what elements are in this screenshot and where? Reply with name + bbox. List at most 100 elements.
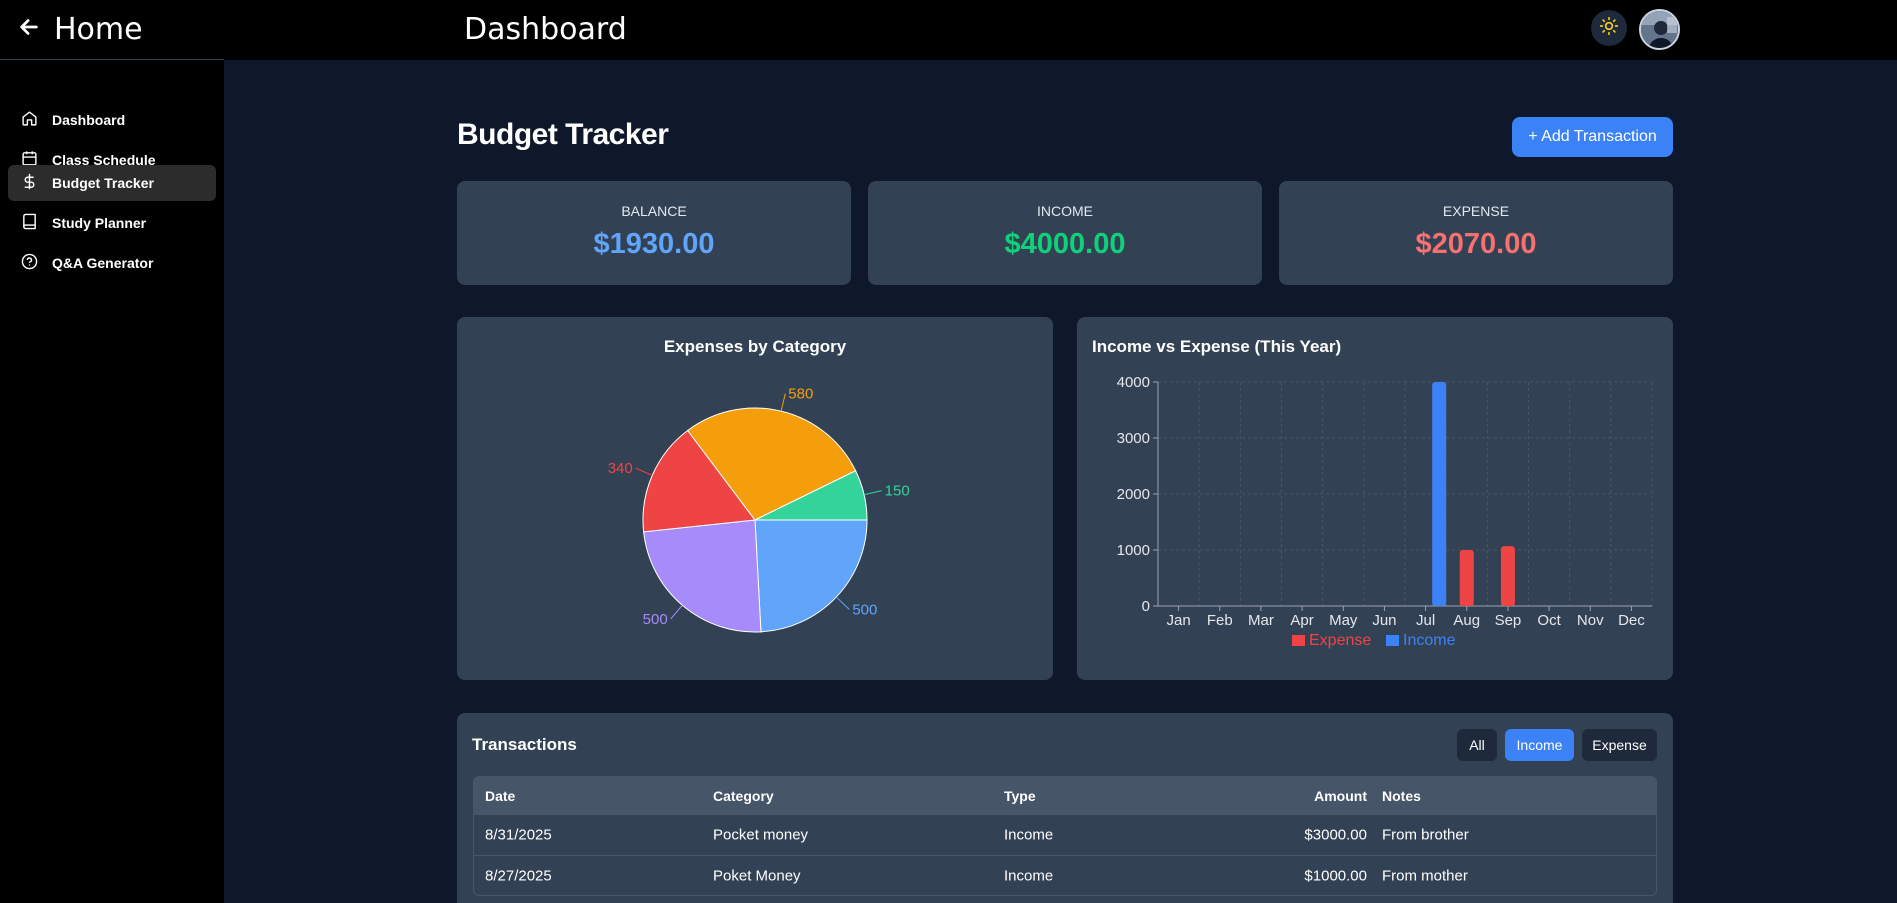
calendar-icon bbox=[21, 150, 38, 170]
x-tick-label: Mar bbox=[1248, 612, 1274, 629]
y-tick-label: 3000 bbox=[1117, 430, 1150, 447]
legend-label[interactable]: Income bbox=[1403, 632, 1456, 649]
expenses-pie-chart: 500 500 340 580 150 bbox=[608, 386, 910, 633]
transactions-table: Date Category Type Amount Notes 8/31/202… bbox=[473, 776, 1657, 896]
x-tick-label: Aug bbox=[1453, 612, 1480, 629]
cell-category: Pocket money bbox=[713, 826, 809, 844]
expense-card: Expense $2070.00 bbox=[1279, 181, 1673, 285]
income-expense-bar-chart: 0 1000 2000 3000 4000 Jan Feb Mar Apr May Jun Jul Au… bbox=[1117, 374, 1653, 649]
stat-label: Expense bbox=[1442, 203, 1510, 219]
y-tick-label: 2000 bbox=[1117, 486, 1150, 503]
legend-swatch bbox=[1292, 635, 1305, 646]
income-value: $4000.00 bbox=[1004, 228, 1126, 260]
cell-date: 8/27/2025 bbox=[485, 867, 552, 885]
sidebar-item-class-schedule[interactable]: Class Schedule bbox=[8, 142, 216, 178]
income-card: Income $4000.00 bbox=[868, 181, 1262, 285]
x-tick-label: Sep bbox=[1495, 612, 1522, 629]
cell-notes: From mother bbox=[1382, 867, 1468, 885]
expenses-by-category-panel: Expenses by Category 500 500 340 580 150 bbox=[457, 317, 1053, 680]
x-tick-label: Oct bbox=[1537, 612, 1561, 629]
pie-data-label: 500 bbox=[643, 611, 668, 628]
sidebar-item-qa-generator[interactable]: Q&A Generator bbox=[8, 245, 216, 281]
transactions-title: Transactions bbox=[472, 735, 577, 754]
pie-data-label: 340 bbox=[608, 460, 633, 477]
top-bar: Home Dashboard bbox=[0, 0, 1897, 60]
bar-income[interactable] bbox=[1432, 382, 1447, 606]
pie-slice[interactable] bbox=[754, 470, 868, 521]
x-tick-label: Jul bbox=[1416, 612, 1435, 629]
cell-amount: $1000.00 bbox=[1304, 867, 1367, 885]
add-transaction-button[interactable]: + Add Transaction bbox=[1512, 117, 1673, 157]
pie-slice[interactable] bbox=[754, 519, 868, 633]
x-tick-label: Jun bbox=[1372, 612, 1396, 629]
balance-value: $1930.00 bbox=[593, 228, 715, 260]
table-row[interactable]: 8/31/2025 Pocket money Income $3000.00 F… bbox=[474, 814, 1656, 855]
theme-toggle-button[interactable] bbox=[1591, 10, 1627, 46]
cell-type: Income bbox=[1004, 867, 1054, 885]
sidebar-item-study-planner[interactable]: Study Planner bbox=[8, 205, 216, 241]
pie-label-line bbox=[635, 467, 653, 476]
sidebar-item-dashboard[interactable]: Dashboard bbox=[8, 102, 216, 138]
pie-chart-title: Expenses by Category bbox=[663, 337, 847, 356]
cell-category: Poket Money bbox=[713, 867, 801, 885]
bar-expense[interactable] bbox=[1459, 550, 1474, 606]
pie-slice[interactable] bbox=[642, 429, 756, 533]
home-link[interactable]: Home bbox=[18, 12, 143, 47]
x-tick-label: Dec bbox=[1618, 612, 1645, 629]
sidebar-divider bbox=[0, 59, 224, 60]
filter-all-button[interactable]: All bbox=[1457, 729, 1497, 761]
dollar-icon bbox=[21, 173, 38, 193]
table-header: Date Category Type Amount Notes bbox=[474, 777, 1656, 814]
pie-slice[interactable] bbox=[686, 407, 857, 521]
book-icon bbox=[21, 213, 38, 233]
y-tick-label: 4000 bbox=[1117, 374, 1150, 391]
column-header-notes[interactable]: Notes bbox=[1382, 787, 1421, 804]
stat-label: Income bbox=[1037, 203, 1093, 219]
cell-date: 8/31/2025 bbox=[485, 826, 552, 844]
pie-data-label: 500 bbox=[852, 601, 877, 618]
cell-amount: $3000.00 bbox=[1304, 826, 1367, 844]
legend-swatch bbox=[1386, 635, 1399, 646]
sidebar-item-budget-tracker[interactable]: Budget Tracker bbox=[8, 165, 216, 201]
cell-notes: From brother bbox=[1382, 826, 1469, 844]
column-header-date[interactable]: Date bbox=[485, 787, 516, 804]
table-row[interactable]: 8/27/2025 Poket Money Income $1000.00 Fr… bbox=[474, 855, 1656, 895]
y-tick-label: 0 bbox=[1142, 598, 1150, 615]
sun-icon bbox=[1599, 16, 1619, 41]
sidebar-item-label: Dashboard bbox=[52, 112, 126, 128]
x-tick-label: Feb bbox=[1207, 612, 1233, 629]
balance-card: Balance $1930.00 bbox=[457, 181, 851, 285]
column-header-amount[interactable]: Amount bbox=[1314, 787, 1367, 804]
income-vs-expense-panel: Income vs Expense (This Year) 0 1000 2000 3… bbox=[1077, 317, 1673, 680]
bar-chart-title: Income vs Expense (This Year) bbox=[1092, 337, 1342, 356]
column-header-type[interactable]: Type bbox=[1004, 787, 1036, 804]
legend-label[interactable]: Expense bbox=[1309, 632, 1371, 649]
pie-data-label: 150 bbox=[885, 483, 910, 500]
filter-expense-button[interactable]: Expense bbox=[1582, 729, 1657, 761]
sidebar: Dashboard Class Schedule Budget Tracker … bbox=[0, 60, 224, 903]
expense-value: $2070.00 bbox=[1415, 228, 1537, 260]
x-tick-label: Nov bbox=[1577, 612, 1604, 629]
pie-label-line bbox=[835, 596, 850, 610]
sidebar-item-label: Budget Tracker bbox=[52, 175, 154, 191]
column-header-category[interactable]: Category bbox=[713, 787, 774, 804]
stat-label: Balance bbox=[621, 203, 687, 219]
pie-label-line bbox=[670, 604, 683, 620]
y-tick-label: 1000 bbox=[1117, 542, 1150, 559]
help-circle-icon bbox=[21, 253, 38, 273]
pie-label-line bbox=[863, 490, 882, 496]
pie-data-label: 580 bbox=[788, 386, 813, 403]
avatar[interactable] bbox=[1639, 9, 1680, 50]
pie-label-line bbox=[780, 393, 786, 412]
bar-expense[interactable] bbox=[1500, 546, 1515, 606]
sidebar-item-label: Class Schedule bbox=[52, 152, 156, 168]
filter-income-button[interactable]: Income bbox=[1505, 729, 1574, 761]
x-tick-label: May bbox=[1329, 612, 1358, 629]
budget-tracker-title: Budget Tracker bbox=[457, 118, 669, 151]
home-label: Home bbox=[54, 12, 143, 47]
x-tick-label: Apr bbox=[1290, 612, 1313, 629]
arrow-left-icon bbox=[18, 16, 40, 43]
sidebar-item-label: Q&A Generator bbox=[52, 255, 154, 271]
sidebar-item-label: Study Planner bbox=[52, 215, 147, 231]
page-title: Dashboard bbox=[464, 12, 627, 47]
